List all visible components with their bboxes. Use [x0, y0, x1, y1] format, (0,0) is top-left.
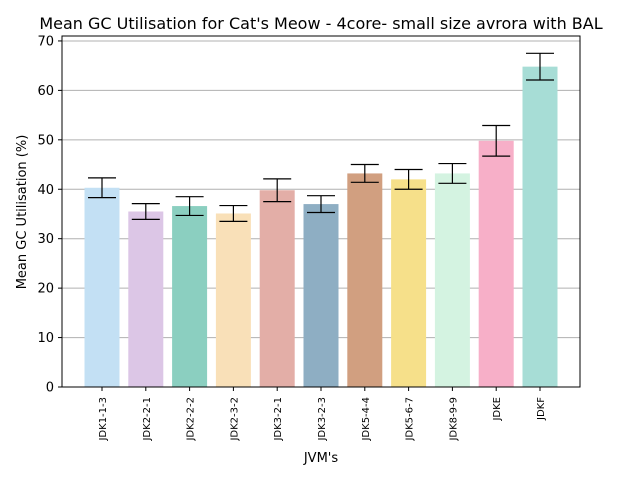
y-tick-label: 30 [37, 232, 54, 247]
y-tick-label: 40 [37, 183, 54, 198]
bar-JDK2-2-2 [172, 206, 208, 387]
error-bar-JDK1-1-3 [88, 177, 116, 199]
bar-JDK3-2-3 [303, 204, 339, 387]
x-tick-label: JDKE [492, 397, 503, 422]
y-axis-ticks: 0 10 20 30 40 50 60 70 [37, 34, 62, 396]
bars [84, 66, 558, 388]
bar-JDK1-1-3 [84, 187, 120, 387]
x-tick-label: JDK1-1-3 [98, 397, 109, 442]
y-tick-label: 70 [37, 34, 54, 49]
y-tick-label: 50 [37, 133, 54, 148]
error-bar-JDKE [482, 124, 511, 157]
chart-title: Mean GC Utilisation for Cat's Meow - 4co… [39, 14, 602, 33]
y-axis-label: Mean GC Utilisation (%) [15, 135, 30, 290]
x-tick-label: JDKF [536, 397, 547, 421]
error-bar-JDK3-2-3 [307, 195, 335, 214]
error-bar-JDK5-6-7 [394, 168, 423, 190]
y-tick-label: 20 [37, 282, 54, 297]
x-tick-label: JDK3-2-3 [317, 397, 328, 442]
x-tick-label: JDK3-2-1 [273, 397, 284, 442]
bar-JDK5-4-4 [347, 173, 383, 387]
error-bar-JDKF [526, 52, 554, 81]
x-tick-label: JDK8-9-9 [448, 397, 459, 442]
bar-JDK8-9-9 [434, 173, 470, 387]
bar-JDK3-2-1 [259, 190, 295, 387]
bar-JDK2-3-2 [215, 213, 251, 387]
error-bar-JDK3-2-1 [263, 178, 292, 203]
error-bar-JDK2-2-1 [131, 202, 160, 221]
y-tick-label: 60 [37, 84, 54, 99]
x-tick-label: JDK2-3-2 [229, 397, 240, 442]
error-bar-JDK2-3-2 [219, 204, 248, 222]
error-bar-JDK5-4-4 [350, 163, 379, 183]
x-tick-label: JDK2-2-2 [186, 397, 197, 442]
bar-JDK5-6-7 [391, 179, 427, 387]
x-axis-label: JVM's [303, 451, 339, 466]
bar-JDK2-2-1 [128, 211, 164, 387]
error-bar-JDK2-2-2 [175, 196, 204, 217]
error-bar-JDK8-9-9 [438, 162, 467, 184]
x-tick-label: JDK2-2-1 [142, 397, 153, 442]
x-tick-label: JDK5-4-4 [361, 397, 372, 442]
x-tick-label: JDK5-6-7 [405, 397, 416, 442]
y-tick-label: 0 [46, 381, 54, 396]
error-bars [88, 52, 554, 222]
y-tick-label: 10 [37, 331, 54, 346]
bar-JDKF [522, 66, 558, 388]
x-axis-ticks: JDK1-1-3 JDK2-2-1 JDK2-2-2 JDK2-3-2 JDK3-2-1… [98, 387, 547, 442]
bar-JDKE [478, 140, 514, 387]
